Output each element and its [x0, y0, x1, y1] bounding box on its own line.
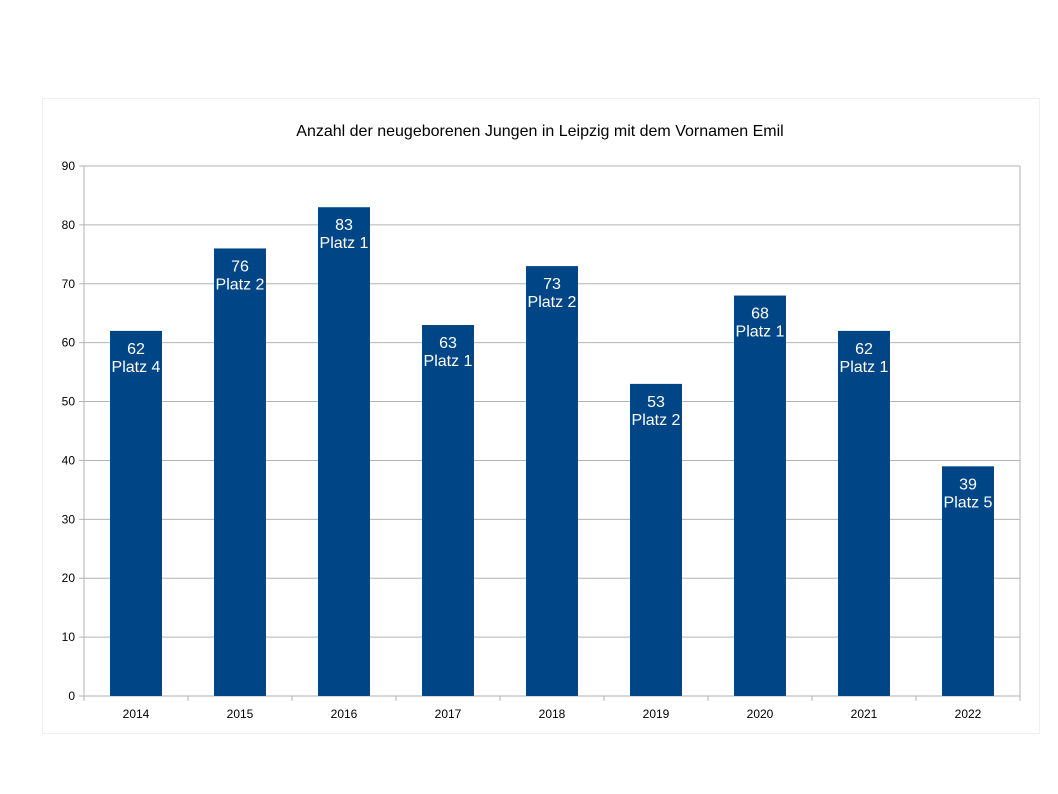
bar-2019	[630, 383, 682, 696]
bar-2014	[110, 330, 162, 696]
data-label-rank: Platz 1	[320, 235, 369, 252]
data-label-value: 39	[959, 476, 977, 493]
x-tick-label: 2015	[227, 707, 254, 721]
x-tick-label: 2021	[851, 707, 878, 721]
bar-2018	[526, 266, 578, 696]
y-tick-label: 10	[62, 630, 76, 644]
bar-2015	[214, 248, 266, 696]
x-tick-label: 2019	[643, 707, 670, 721]
y-tick-label: 70	[62, 277, 76, 291]
chart-frame	[42, 98, 1040, 734]
y-tick-label: 60	[62, 336, 76, 350]
data-label-value: 73	[543, 276, 561, 293]
data-label-value: 62	[127, 341, 145, 358]
y-tick-label: 80	[62, 218, 76, 232]
x-tick-label: 2022	[955, 707, 982, 721]
data-label-rank: Platz 4	[112, 359, 161, 376]
bar-layer	[110, 207, 994, 696]
x-tick-label: 2014	[123, 707, 150, 721]
x-tick-label: 2020	[747, 707, 774, 721]
bar-2016	[318, 207, 370, 696]
data-label-rank: Platz 5	[944, 494, 993, 511]
data-label-rank: Platz 1	[424, 353, 473, 370]
bar-2017	[422, 325, 474, 696]
y-tick-label: 90	[62, 159, 76, 173]
data-label-value: 76	[231, 258, 249, 275]
data-label-value: 63	[439, 335, 457, 352]
data-label-rank: Platz 2	[216, 276, 265, 293]
x-tick-label: 2017	[435, 707, 462, 721]
data-label-value: 62	[855, 341, 873, 358]
data-label-rank: Platz 1	[840, 359, 889, 376]
data-label-value: 68	[751, 306, 769, 323]
data-label-rank: Platz 2	[632, 412, 681, 429]
bar-2022	[942, 466, 994, 696]
y-tick-label: 0	[68, 689, 75, 703]
data-label-rank: Platz 1	[736, 324, 785, 341]
data-label-value: 53	[647, 394, 665, 411]
chart-title: Anzahl der neugeborenen Jungen in Leipzi…	[296, 123, 783, 140]
bar-2020	[734, 295, 786, 696]
x-tick-label: 2016	[331, 707, 358, 721]
y-tick-label: 50	[62, 395, 76, 409]
y-tick-label: 40	[62, 453, 76, 467]
x-tick-label: 2018	[539, 707, 566, 721]
y-tick-label: 30	[62, 512, 76, 526]
data-label-rank: Platz 2	[528, 294, 577, 311]
y-tick-label: 20	[62, 571, 76, 585]
data-label-value: 83	[335, 217, 353, 234]
bar-2021	[838, 330, 890, 696]
